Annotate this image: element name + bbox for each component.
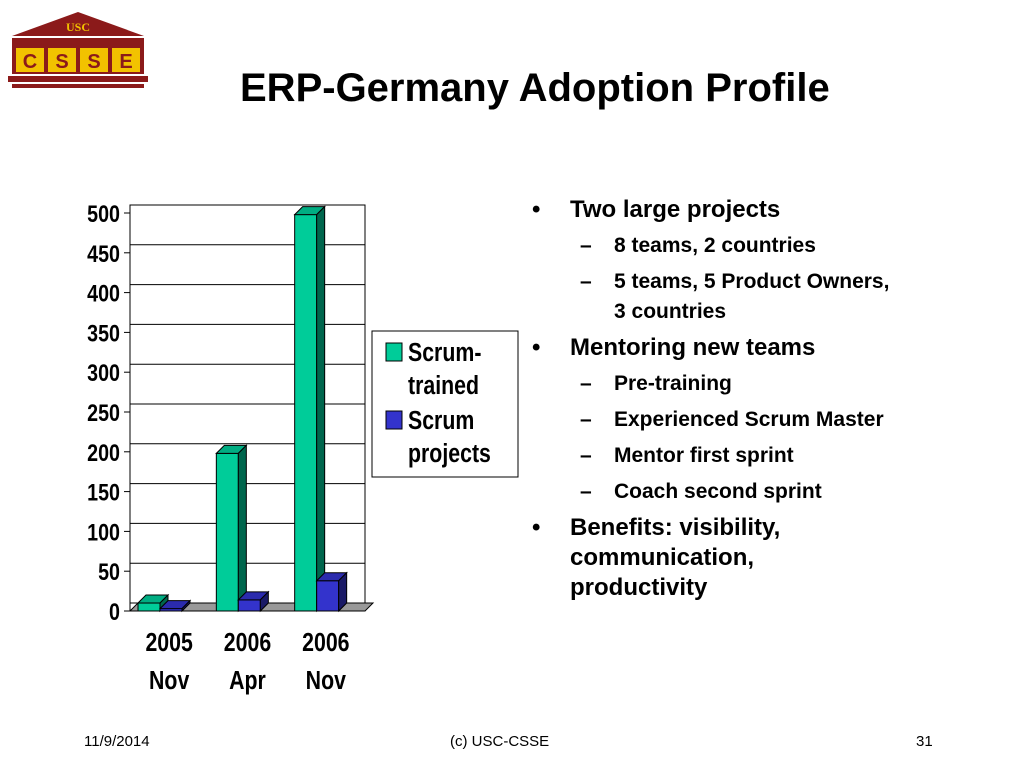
- sub-bullet-item: – Coach second sprint: [580, 477, 892, 507]
- bullet-dot: •: [532, 334, 541, 361]
- bullet-text: Pre-training: [614, 372, 732, 395]
- legend-label: Scrum: [408, 406, 474, 436]
- x-category-label: 2006: [302, 628, 349, 658]
- y-tick-label: 400: [87, 280, 120, 307]
- sub-bullet-item: –5 teams, 5 Product Owners, 3 countries: [580, 267, 892, 327]
- x-category-label: Apr: [229, 666, 266, 696]
- footer-page-number: 31: [916, 733, 933, 750]
- slide-title: ERP-Germany Adoption Profile: [240, 66, 830, 110]
- bullet-dash: –: [580, 480, 592, 503]
- bullet-item: • Two large projects: [532, 195, 892, 225]
- legend-label: projects: [408, 439, 491, 469]
- bar-side: [259, 590, 269, 613]
- bar-side: [237, 444, 247, 613]
- bar-scrum-trained: [294, 214, 318, 612]
- bullet-item: • Benefits: visibility, communication, pr…: [532, 513, 892, 603]
- logo-letter: S: [55, 51, 68, 73]
- bullet-dot: •: [532, 196, 541, 223]
- logo-tile: [112, 48, 140, 72]
- y-tick-label: 100: [87, 519, 120, 546]
- x-category-label: Nov: [149, 666, 190, 696]
- y-tick-label: 0: [109, 598, 120, 625]
- logo-letter: S: [87, 51, 100, 73]
- bullet-text: Coach second sprint: [614, 480, 822, 503]
- bar-scrum-projects: [316, 580, 340, 612]
- y-tick-label: 300: [87, 359, 120, 386]
- usc-csse-logo: USC C S S E: [8, 12, 148, 88]
- logo-tile: [16, 48, 44, 72]
- plot-area: [129, 204, 366, 612]
- bullet-dash: –: [580, 444, 592, 467]
- bullet-text: 5 teams, 5 Product Owners, 3 countries: [614, 270, 890, 323]
- bullet-item: • Mentoring new teams: [532, 333, 892, 363]
- legend-swatch-scrum-projects: [385, 410, 403, 430]
- y-tick-label: 150: [87, 479, 120, 506]
- bar-scrum-projects: [237, 599, 261, 612]
- bar-side: [181, 599, 191, 613]
- logo-letter: C: [23, 51, 37, 73]
- logo-tile: [80, 48, 108, 72]
- bar-side: [316, 205, 326, 613]
- y-tick-label: 50: [98, 558, 120, 585]
- x-category-label: 2005: [145, 628, 192, 658]
- bullet-text: Two large projects: [570, 196, 781, 223]
- bullet-text: Mentoring new teams: [570, 334, 816, 361]
- sub-bullet-item: – Pre-training: [580, 369, 892, 399]
- footer-date: 11/9/2014: [84, 733, 150, 750]
- bullet-dash: –: [580, 408, 592, 431]
- y-tick-label: 250: [87, 399, 120, 426]
- x-category-label: 2006: [224, 628, 271, 658]
- x-category-label: Nov: [306, 666, 347, 696]
- y-tick-label: 450: [87, 240, 120, 267]
- legend-label: Scrum-: [408, 338, 481, 368]
- legend-label: trained: [408, 371, 479, 401]
- logo-tile: [48, 48, 76, 72]
- sub-bullet-item: – Mentor first sprint: [580, 441, 892, 471]
- y-tick-label: 350: [87, 320, 120, 347]
- bullet-dash: –: [580, 234, 592, 257]
- logo-letter: E: [119, 51, 132, 73]
- bar-scrum-trained: [215, 452, 239, 612]
- bar-side: [338, 571, 348, 613]
- adoption-bar-chart: 0 50 100 150 200 250 300 350 400 450 500 2005 Nov 200…: [87, 200, 519, 696]
- y-tick-label: 500: [87, 200, 120, 227]
- logo-lintel: [12, 38, 144, 44]
- bar-scrum-trained: [137, 602, 161, 612]
- logo-roof: [12, 12, 144, 36]
- bullet-dash: –: [580, 372, 592, 395]
- sub-bullet-item: – Experienced Scrum Master: [580, 405, 892, 435]
- logo-base: [12, 84, 144, 88]
- bullet-dash: –: [580, 270, 592, 293]
- bullet-text: Experienced Scrum Master: [614, 408, 884, 431]
- y-tick-label: 200: [87, 439, 120, 466]
- logo-base: [8, 76, 148, 82]
- sub-bullet-item: –8 teams, 2 countries: [580, 231, 892, 261]
- logo-usc-text: USC: [66, 20, 90, 34]
- legend-swatch-scrum-trained: [385, 342, 403, 362]
- bullet-text: Benefits: visibility, communication, pro…: [570, 514, 781, 601]
- bullet-text: 8 teams, 2 countries: [614, 234, 816, 257]
- bullet-dot: •: [532, 514, 541, 541]
- footer-copyright: (c) USC-CSSE: [450, 733, 550, 750]
- bullet-text: Mentor first sprint: [614, 444, 794, 467]
- bullet-list: • Two large projects –8 teams, 2 countries…: [532, 195, 892, 609]
